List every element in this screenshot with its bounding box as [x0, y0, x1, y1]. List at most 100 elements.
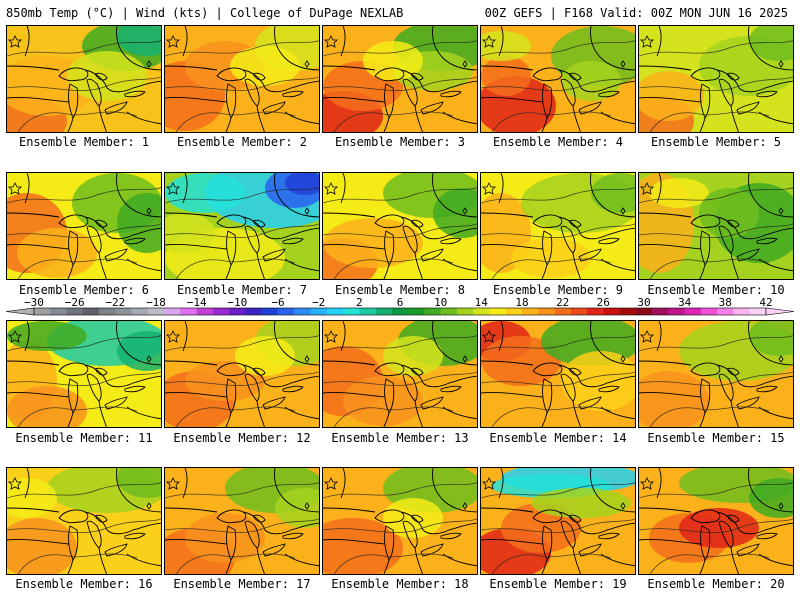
temperature-shading — [7, 518, 77, 574]
border-line — [84, 364, 161, 388]
height-contour — [649, 111, 770, 132]
lake-outline — [690, 362, 721, 377]
colorbar-swatch — [196, 308, 214, 315]
diamond-marker — [462, 207, 468, 215]
height-contour — [481, 335, 635, 352]
border-line — [7, 244, 70, 250]
colorbar-tick-label: 22 — [556, 297, 569, 309]
border-line — [256, 400, 265, 427]
ensemble-panel — [638, 172, 794, 280]
lake-outline — [578, 101, 602, 115]
border-line — [699, 117, 706, 132]
border-line — [225, 559, 232, 574]
ensemble-label: Ensemble Member: 6 — [18, 283, 150, 297]
diamond-marker — [146, 502, 152, 510]
height-contour — [649, 553, 770, 574]
border-line — [656, 173, 662, 204]
border-line — [242, 216, 319, 240]
ensemble-label: Ensemble Member: 12 — [173, 431, 311, 445]
ensemble-label: Ensemble Member: 5 — [650, 135, 782, 149]
lake-outline — [262, 543, 286, 557]
star-marker — [324, 35, 338, 48]
border-line — [383, 117, 390, 132]
valid-time-label: 00Z GEFS | F168 Valid: 00Z MON JUN 16 20… — [484, 6, 788, 20]
border-line — [256, 252, 265, 279]
border-line — [98, 547, 107, 574]
height-contour — [491, 406, 612, 427]
lake-outline — [262, 248, 286, 262]
border-line — [699, 412, 706, 427]
border-line — [323, 244, 386, 250]
border-line — [400, 69, 477, 93]
temperature-shading — [117, 26, 161, 56]
temperature-shading — [185, 361, 265, 401]
ensemble-label: Ensemble Member: 2 — [176, 135, 308, 149]
border-line — [716, 69, 793, 93]
colorbar-swatch — [440, 308, 458, 315]
lake-outline — [440, 237, 462, 245]
ensemble-panel — [480, 25, 636, 133]
lake-outline — [374, 214, 405, 229]
lake-outline — [420, 543, 444, 557]
ensemble-label: Ensemble Member: 13 — [331, 431, 469, 445]
ensemble-label: Ensemble Member: 8 — [334, 283, 466, 297]
star-marker — [482, 477, 496, 490]
height-contour — [7, 76, 161, 91]
border-line — [340, 173, 346, 204]
border-line — [98, 252, 107, 279]
lake-outline — [68, 230, 79, 266]
height-contour — [7, 40, 161, 57]
border-line — [432, 468, 477, 513]
height-contour — [639, 187, 793, 204]
lake-outline — [282, 237, 304, 245]
temperature-shading — [185, 513, 265, 563]
temperature-shading — [591, 173, 635, 213]
border-line — [323, 65, 376, 71]
border-line — [7, 97, 70, 103]
lake-outline — [58, 362, 89, 377]
border-line — [116, 26, 161, 71]
temperature-shading — [639, 371, 709, 427]
star-marker — [324, 330, 338, 343]
diamond-marker — [304, 207, 310, 215]
border-line — [590, 26, 635, 71]
ensemble-label: Ensemble Member: 3 — [334, 135, 466, 149]
lake-outline — [690, 67, 721, 82]
lake-outline — [68, 83, 79, 119]
height-contour — [639, 371, 793, 386]
height-contour — [175, 258, 296, 279]
star-marker — [8, 477, 22, 490]
border-line — [498, 26, 504, 57]
border-line — [590, 468, 635, 513]
ensemble-label: Ensemble Member: 14 — [489, 431, 627, 445]
height-contour — [165, 335, 319, 352]
colorbar-swatch — [147, 308, 165, 315]
border-line — [481, 392, 544, 398]
lake-outline — [690, 509, 721, 524]
height-contour — [175, 406, 296, 427]
colorbar-swatch — [587, 308, 604, 315]
star-marker — [324, 182, 338, 195]
colorbar-tick-label: 30 — [637, 297, 650, 309]
border-line — [414, 105, 423, 132]
border-line — [256, 547, 265, 574]
lake-outline — [374, 362, 405, 377]
border-line — [656, 468, 662, 499]
height-contour — [333, 258, 454, 279]
border-line — [242, 69, 319, 93]
diamond-marker — [620, 60, 626, 68]
height-contour — [17, 111, 138, 132]
border-line — [639, 360, 692, 366]
lake-outline — [124, 385, 146, 393]
star-marker — [640, 182, 654, 195]
border-line — [748, 173, 793, 218]
border-line — [730, 105, 739, 132]
colorbar-swatch — [700, 308, 718, 315]
border-line — [541, 412, 548, 427]
colorbar-swatch — [603, 308, 620, 315]
lake-outline — [532, 214, 563, 229]
border-line — [225, 412, 232, 427]
border-line — [414, 252, 423, 279]
border-line — [7, 507, 60, 513]
border-line — [639, 507, 692, 513]
